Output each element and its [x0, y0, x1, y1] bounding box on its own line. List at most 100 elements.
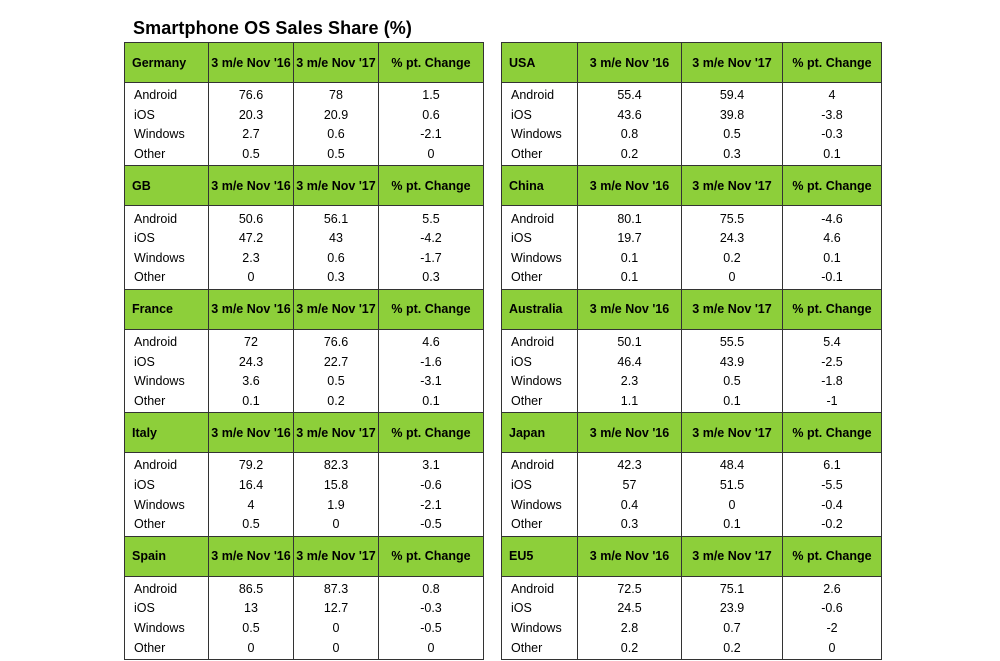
value-change: 3.1	[378, 452, 484, 476]
value-nov-16: 0.8	[577, 125, 682, 145]
value-nov-17: 0.3	[293, 268, 379, 290]
col-header-nov-16-germany: 3 m/e Nov '16	[208, 42, 294, 83]
os-label: Android	[501, 576, 578, 600]
table-row: Other 0.2 0.3 0.1	[501, 144, 882, 166]
col-header-nov-17-australia: 3 m/e Nov '17	[681, 288, 783, 330]
table-row: iOS 13 12.7 -0.3	[124, 599, 484, 619]
value-nov-17: 0.7	[681, 618, 783, 639]
value-change: -3.8	[782, 105, 882, 126]
os-label: Android	[501, 329, 578, 353]
os-label: Windows	[501, 248, 578, 269]
value-nov-17: 0.1	[681, 391, 783, 413]
col-header-nov-17-gb: 3 m/e Nov '17	[293, 165, 379, 207]
os-label: Other	[124, 638, 209, 660]
col-header-nov-17-spain: 3 m/e Nov '17	[293, 535, 379, 577]
value-nov-17: 0.2	[681, 638, 783, 660]
table-panel-left: Germany 3 m/e Nov '16 3 m/e Nov '17% pt. C…	[124, 42, 484, 660]
value-nov-16: 72.5	[577, 576, 682, 600]
table-row: Android 86.5 87.3 0.8	[124, 576, 484, 600]
col-header-change-eu5: % pt. Change	[782, 535, 882, 577]
col-header-nov-17-eu5: 3 m/e Nov '17	[681, 535, 783, 577]
os-label: Other	[124, 391, 209, 413]
value-change: 4.6	[782, 228, 882, 249]
value-change: 0.1	[378, 391, 484, 413]
value-nov-16: 19.7	[577, 228, 682, 249]
value-nov-16: 42.3	[577, 452, 682, 476]
col-header-nov-17-germany: 3 m/e Nov '17	[293, 42, 379, 83]
value-change: -0.2	[782, 514, 882, 536]
value-nov-16: 50.6	[208, 205, 294, 229]
os-label: Android	[124, 576, 209, 600]
value-nov-16: 0.5	[208, 144, 294, 166]
region-label-germany: Germany	[124, 42, 209, 83]
value-nov-17: 22.7	[293, 352, 379, 372]
os-label: iOS	[501, 599, 578, 619]
os-label: Windows	[124, 371, 209, 392]
table-row: Android 50.6 56.1 5.5	[124, 205, 484, 229]
value-change: 0.1	[782, 248, 882, 269]
table-row: iOS 43.6 39.8 -3.8	[501, 105, 882, 126]
col-header-change-australia: % pt. Change	[782, 288, 882, 330]
col-header-nov-17-usa: 3 m/e Nov '17	[681, 42, 783, 83]
value-nov-17: 20.9	[293, 105, 379, 126]
table-row: iOS 16.4 15.8 -0.6	[124, 475, 484, 496]
value-change: -4.6	[782, 205, 882, 229]
value-nov-17: 0.5	[293, 144, 379, 166]
col-header-change-spain: % pt. Change	[378, 535, 484, 577]
value-nov-16: 1.1	[577, 391, 682, 413]
region-header-row-australia: Australia 3 m/e Nov '16 3 m/e Nov '17% pt.…	[501, 288, 882, 330]
col-header-nov-17-italy: 3 m/e Nov '17	[293, 412, 379, 454]
table-row: Other 0.1 0.2 0.1	[124, 391, 484, 413]
value-nov-16: 2.7	[208, 125, 294, 145]
value-nov-17: 59.4	[681, 82, 783, 106]
value-nov-16: 0.5	[208, 514, 294, 536]
region-header-row-germany: Germany 3 m/e Nov '16 3 m/e Nov '17% pt. C…	[124, 42, 484, 83]
value-nov-16: 24.3	[208, 352, 294, 372]
os-label: Other	[124, 514, 209, 536]
value-nov-17: 0.2	[293, 391, 379, 413]
value-nov-16: 0.2	[577, 144, 682, 166]
table-row: iOS 19.7 24.3 4.6	[501, 228, 882, 249]
value-nov-17: 78	[293, 82, 379, 106]
value-nov-16: 55.4	[577, 82, 682, 106]
value-change: -2	[782, 618, 882, 639]
table-row: Android 42.3 48.4 6.1	[501, 452, 882, 476]
table-row: Android 72 76.6 4.6	[124, 329, 484, 353]
value-nov-17: 15.8	[293, 475, 379, 496]
region-label-gb: GB	[124, 165, 209, 207]
col-header-nov-16-australia: 3 m/e Nov '16	[577, 288, 682, 330]
table-panel-right: USA 3 m/e Nov '16 3 m/e Nov '17% pt. Chang…	[501, 42, 882, 660]
value-nov-16: 57	[577, 475, 682, 496]
value-nov-17: 0.1	[681, 514, 783, 536]
os-label: Windows	[124, 618, 209, 639]
table-row: Windows 2.8 0.7 -2	[501, 618, 882, 639]
value-nov-16: 0	[208, 268, 294, 290]
col-header-change-france: % pt. Change	[378, 288, 484, 330]
value-change: 0	[782, 638, 882, 660]
os-label: Other	[501, 391, 578, 413]
os-label: Other	[124, 144, 209, 166]
os-label: iOS	[124, 105, 209, 126]
value-nov-17: 0	[293, 618, 379, 639]
value-nov-16: 0.5	[208, 618, 294, 639]
value-nov-16: 3.6	[208, 371, 294, 392]
value-nov-17: 12.7	[293, 599, 379, 619]
value-nov-16: 86.5	[208, 576, 294, 600]
table-row: iOS 57 51.5 -5.5	[501, 475, 882, 496]
value-change: 4	[782, 82, 882, 106]
region-label-spain: Spain	[124, 535, 209, 577]
table-row: Other 0 0 0	[124, 638, 484, 660]
value-change: -3.1	[378, 371, 484, 392]
value-nov-16: 24.5	[577, 599, 682, 619]
value-nov-16: 0	[208, 638, 294, 660]
table-row: iOS 46.4 43.9 -2.5	[501, 352, 882, 372]
col-header-nov-17-france: 3 m/e Nov '17	[293, 288, 379, 330]
os-label: Windows	[124, 248, 209, 269]
region-label-italy: Italy	[124, 412, 209, 454]
value-nov-17: 55.5	[681, 329, 783, 353]
value-change: -0.3	[378, 599, 484, 619]
table-row: Other 1.1 0.1 -1	[501, 391, 882, 413]
region-label-france: France	[124, 288, 209, 330]
os-label: Other	[124, 268, 209, 290]
os-label: iOS	[124, 228, 209, 249]
